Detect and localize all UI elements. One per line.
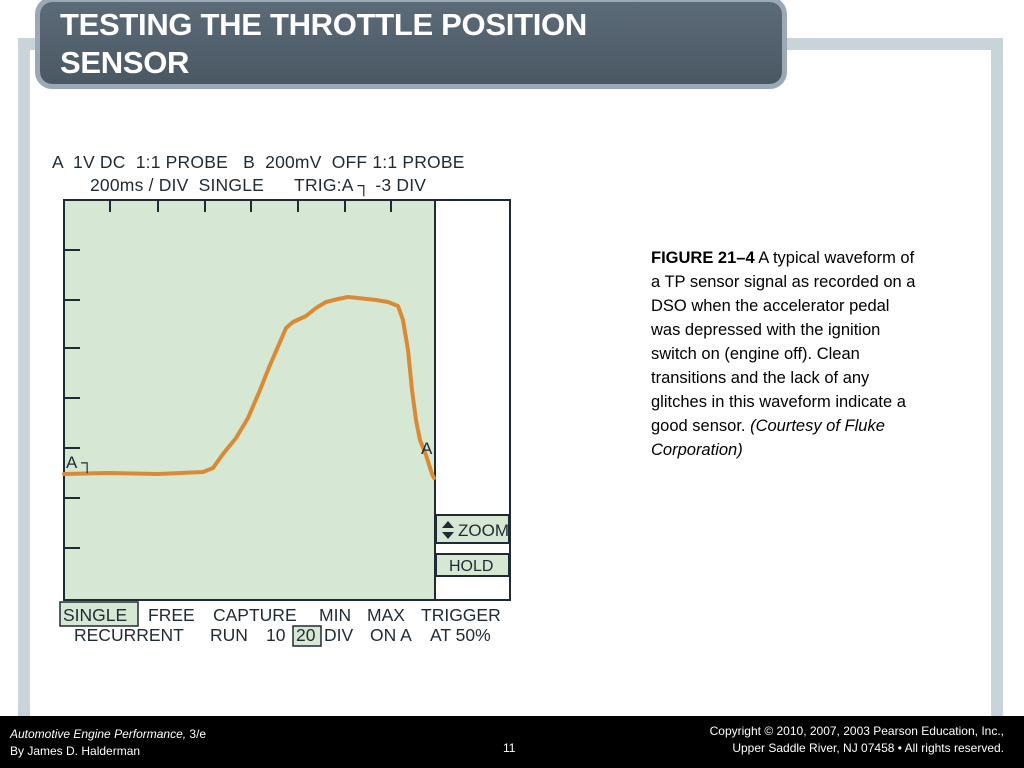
softkey-capture[interactable]: CAPTURE (213, 605, 297, 625)
softkey-div: DIV (324, 625, 354, 645)
slide-frame-right (991, 38, 1003, 718)
copyright-line-2: Upper Saddle River, NJ 07458 • All right… (732, 741, 1004, 755)
oscilloscope-figure: A 1V DC 1:1 PROBE B 200mV OFF 1:1 PROBE … (48, 150, 518, 650)
tps-waveform-trace (62, 295, 436, 480)
softkey-20: 20 (296, 625, 316, 645)
scope-header-line-2: 200ms / DIV SINGLE TRIG:A ┐ -3 DIV (90, 175, 427, 195)
softkey-free[interactable]: FREE (148, 605, 195, 625)
title-line-1: TESTING THE THROTTLE POSITION (60, 7, 587, 42)
book-edition: 3/e (186, 727, 207, 741)
copyright-line-1: Copyright © 2010, 2007, 2003 Pearson Edu… (709, 724, 1004, 738)
waveform-point-label: A (421, 439, 433, 458)
single-key-frame (59, 601, 139, 627)
softkey-on-a: ON A (370, 625, 412, 645)
left-ticks (64, 249, 80, 549)
top-ticks (109, 200, 392, 212)
page-number: 11 (503, 741, 516, 755)
caption-text: A typical waveform of a TP sensor signal… (651, 249, 916, 435)
slide-footer: Automotive Engine Performance, 3/e By Ja… (0, 716, 1024, 768)
softkey-single[interactable]: SINGLE (63, 605, 127, 625)
softkey-at-50: AT 50% (430, 625, 491, 645)
slide-frame-left (18, 38, 30, 718)
zoom-label: ZOOM (458, 521, 509, 540)
figure-label: FIGURE 21–4 (651, 249, 755, 267)
footer-copyright: Copyright © 2010, 2007, 2003 Pearson Edu… (710, 723, 1004, 757)
figure-caption: FIGURE 21–4 A typical waveform of a TP s… (651, 246, 921, 462)
scope-display (63, 199, 436, 601)
book-title: Automotive Engine Performance, (10, 727, 187, 741)
hold-label: HOLD (449, 558, 493, 575)
trigger-marker: A ┐ (66, 453, 93, 473)
footer-book-info: Automotive Engine Performance, 3/e By Ja… (10, 726, 206, 760)
softkey-10: 10 (266, 625, 286, 645)
div-20-frame (292, 625, 322, 647)
down-arrow-icon (442, 532, 454, 539)
slide-title: TESTING THE THROTTLE POSITION SENSOR (60, 6, 760, 82)
scope-header-line-1: A 1V DC 1:1 PROBE B 200mV OFF 1:1 PROBE (52, 152, 465, 172)
caption-credit: (Courtesy of Fluke Corporation) (651, 417, 885, 459)
title-banner (40, 2, 782, 84)
softkey-run: RUN (210, 625, 248, 645)
softkey-min[interactable]: MIN (319, 605, 351, 625)
up-arrow-icon (442, 521, 454, 528)
softkey-recurrent: RECURRENT (74, 625, 184, 645)
softkey-max[interactable]: MAX (367, 605, 405, 625)
scope-screen: A ┐ A ZOOM HOLD SINGLE FREE CAPTURE MIN … (59, 199, 511, 647)
hold-button[interactable]: HOLD (435, 553, 510, 577)
zoom-button[interactable]: ZOOM (435, 514, 510, 544)
book-author: By James D. Halderman (10, 744, 141, 758)
title-line-2: SENSOR (60, 45, 190, 80)
softkey-trigger[interactable]: TRIGGER (421, 605, 501, 625)
